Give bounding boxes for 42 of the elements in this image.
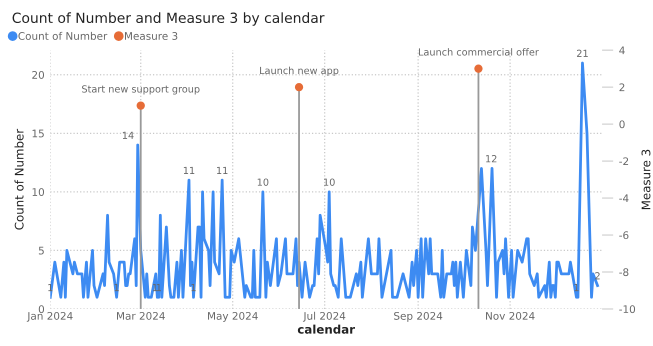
data-label: 11 bbox=[184, 166, 194, 174]
y2-tick-label: -6 bbox=[619, 231, 628, 240]
data-label: 1 bbox=[156, 284, 162, 292]
y2-tick-label: 2 bbox=[619, 83, 624, 92]
data-label: 12 bbox=[486, 155, 496, 162]
y2-tick-label: -4 bbox=[619, 194, 629, 202]
point bbox=[136, 101, 145, 110]
data-label: 14 bbox=[122, 132, 134, 139]
chart-title: Count of Number and Measure 3 by calendar bbox=[12, 12, 324, 26]
annotation: Launch commercial offer bbox=[418, 48, 539, 56]
x-tick-label: Jul 2024 bbox=[302, 312, 346, 322]
y-tick-label: 10 bbox=[32, 188, 44, 196]
x-tick-label: Jan 2024 bbox=[26, 312, 73, 322]
data-label: 1 bbox=[114, 284, 119, 292]
y2-tick-label: 4 bbox=[619, 46, 625, 54]
y2-axis-title: Measure 3 bbox=[642, 150, 650, 210]
x-tick-label: Sep 2024 bbox=[394, 312, 442, 322]
data-label: 2 bbox=[595, 272, 600, 280]
data-label: 10 bbox=[258, 178, 268, 186]
x-tick-label: Mar 2024 bbox=[117, 312, 165, 320]
y-tick-label: 0 bbox=[38, 305, 44, 314]
annotation: Launch new app bbox=[260, 66, 338, 76]
legend-label: Measure 3 bbox=[124, 32, 178, 40]
y2-tick-label: -10 bbox=[619, 305, 636, 314]
point bbox=[474, 64, 483, 73]
data-label: 10 bbox=[324, 178, 335, 186]
y-tick-label: 20 bbox=[32, 70, 44, 79]
y-tick-label: 5 bbox=[38, 246, 44, 255]
data-label: 11 bbox=[217, 166, 228, 174]
annotation: Start new support group bbox=[82, 85, 200, 95]
x-axis-title: calendar bbox=[298, 324, 355, 334]
data-label: 21 bbox=[576, 50, 588, 57]
y2-tick-label: -8 bbox=[619, 268, 628, 276]
y2-tick-label: 0 bbox=[619, 120, 625, 128]
x-tick-label: Nov 2024 bbox=[486, 312, 535, 320]
y2-tick-label: -2 bbox=[619, 157, 628, 166]
legend-label: Count of Number bbox=[18, 32, 108, 40]
x-tick-label: May 2024 bbox=[208, 312, 258, 322]
y-tick-label: 15 bbox=[32, 130, 44, 138]
point bbox=[294, 82, 304, 92]
y-axis-title: Count of Number bbox=[14, 128, 24, 230]
line-series bbox=[50, 62, 599, 299]
